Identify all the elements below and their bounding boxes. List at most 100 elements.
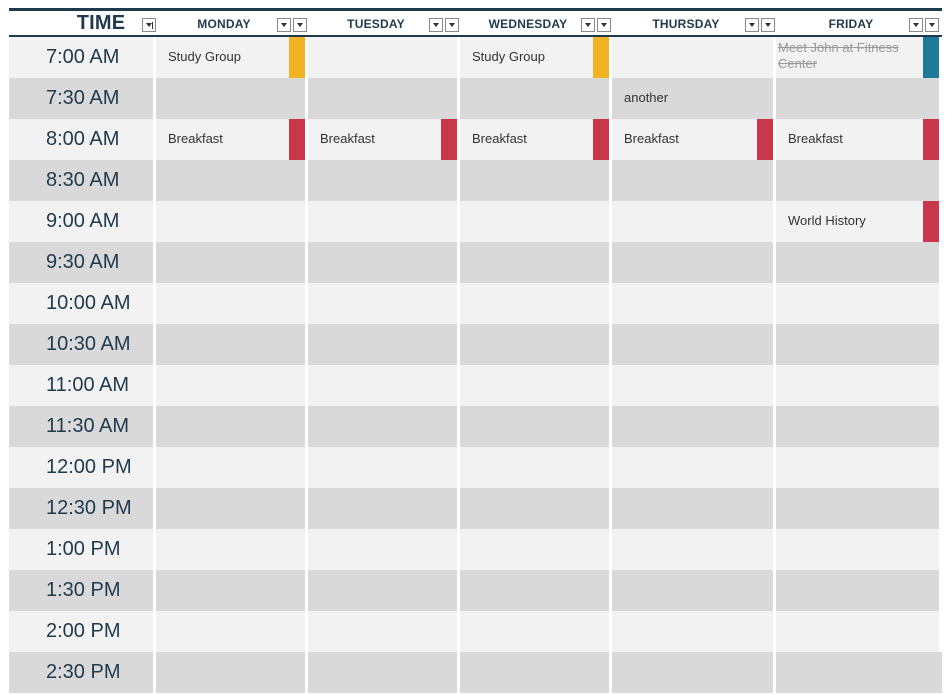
- schedule-cell[interactable]: [776, 611, 942, 652]
- schedule-cell[interactable]: [776, 283, 942, 324]
- schedule-cell[interactable]: [612, 488, 776, 529]
- time-cell: 9:00 AM: [9, 201, 156, 242]
- schedule-cell[interactable]: [156, 406, 308, 447]
- schedule-cell[interactable]: [308, 447, 460, 488]
- schedule-cell[interactable]: [308, 529, 460, 570]
- time-cell: 7:30 AM: [9, 78, 156, 119]
- category-color-marker: [593, 119, 609, 160]
- schedule-cell-thu-700[interactable]: [612, 37, 776, 78]
- schedule-cell[interactable]: [612, 365, 776, 406]
- schedule-cell-mon-830[interactable]: [156, 160, 308, 201]
- schedule-cell-fri-830[interactable]: [776, 160, 942, 201]
- schedule-cell[interactable]: [308, 283, 460, 324]
- schedule-cell[interactable]: [460, 283, 612, 324]
- schedule-cell[interactable]: [776, 570, 942, 611]
- schedule-cell[interactable]: [156, 570, 308, 611]
- schedule-cell-mon-700[interactable]: Study Group: [156, 37, 308, 78]
- schedule-cell[interactable]: [612, 611, 776, 652]
- schedule-cell[interactable]: [460, 652, 612, 693]
- filter-dropdown-icon[interactable]: [925, 18, 939, 32]
- schedule-cell[interactable]: [460, 447, 612, 488]
- schedule-cell-fri-700[interactable]: Meet John at Fitness Center: [776, 37, 942, 78]
- schedule-cell[interactable]: [156, 283, 308, 324]
- filter-dropdown-icon[interactable]: [745, 18, 759, 32]
- schedule-cell[interactable]: [776, 324, 942, 365]
- schedule-cell[interactable]: [308, 324, 460, 365]
- schedule-cell[interactable]: [612, 324, 776, 365]
- time-cell: 9:30 AM: [9, 242, 156, 283]
- schedule-cell[interactable]: [156, 488, 308, 529]
- schedule-cell-fri-900[interactable]: World History: [776, 201, 942, 242]
- schedule-cell[interactable]: [776, 529, 942, 570]
- schedule-cell-tue-800[interactable]: Breakfast: [308, 119, 460, 160]
- schedule-cell[interactable]: [612, 652, 776, 693]
- schedule-cell-mon-900[interactable]: [156, 201, 308, 242]
- filter-dropdown-icon[interactable]: [761, 18, 775, 32]
- schedule-cell-tue-900[interactable]: [308, 201, 460, 242]
- schedule-cell[interactable]: [308, 365, 460, 406]
- schedule-cell[interactable]: [776, 242, 942, 283]
- schedule-cell[interactable]: [308, 652, 460, 693]
- schedule-cell[interactable]: [612, 406, 776, 447]
- schedule-cell[interactable]: [460, 611, 612, 652]
- filter-dropdown-icon[interactable]: [277, 18, 291, 32]
- schedule-cell[interactable]: [308, 488, 460, 529]
- event-label: Breakfast: [788, 131, 843, 146]
- event-label: another: [624, 90, 669, 105]
- filter-dropdown-icon[interactable]: [429, 18, 443, 32]
- filter-dropdown-icon[interactable]: [445, 18, 459, 32]
- schedule-cell-thu-730[interactable]: another: [612, 78, 776, 119]
- schedule-cell-wed-800[interactable]: Breakfast: [460, 119, 612, 160]
- schedule-cell-wed-730[interactable]: [460, 78, 612, 119]
- filter-dropdown-icon[interactable]: [293, 18, 307, 32]
- schedule-cell[interactable]: [460, 570, 612, 611]
- category-color-marker: [923, 119, 939, 160]
- schedule-cell[interactable]: [308, 242, 460, 283]
- schedule-cell[interactable]: [156, 529, 308, 570]
- filter-dropdown-icon[interactable]: [597, 18, 611, 32]
- schedule-cell-thu-800[interactable]: Breakfast: [612, 119, 776, 160]
- schedule-cell-mon-730[interactable]: [156, 78, 308, 119]
- schedule-cell-thu-900[interactable]: [612, 201, 776, 242]
- schedule-cell[interactable]: [308, 406, 460, 447]
- schedule-cell[interactable]: [460, 324, 612, 365]
- schedule-cell[interactable]: [156, 447, 308, 488]
- category-color-marker: [441, 119, 457, 160]
- schedule-cell[interactable]: [612, 242, 776, 283]
- schedule-cell[interactable]: [776, 365, 942, 406]
- filter-dropdown-icon[interactable]: [581, 18, 595, 32]
- schedule-cell-tue-700[interactable]: [308, 37, 460, 78]
- schedule-cell-tue-730[interactable]: [308, 78, 460, 119]
- schedule-cell[interactable]: [776, 406, 942, 447]
- schedule-cell[interactable]: [156, 324, 308, 365]
- schedule-cell[interactable]: [612, 570, 776, 611]
- schedule-cell-mon-800[interactable]: Breakfast: [156, 119, 308, 160]
- schedule-cell[interactable]: [156, 242, 308, 283]
- schedule-cell[interactable]: [776, 488, 942, 529]
- schedule-cell[interactable]: [156, 611, 308, 652]
- thursday-header: THURSDAY: [612, 11, 776, 36]
- schedule-cell-wed-900[interactable]: [460, 201, 612, 242]
- schedule-cell[interactable]: [776, 447, 942, 488]
- schedule-cell[interactable]: [460, 365, 612, 406]
- schedule-cell[interactable]: [612, 447, 776, 488]
- schedule-cell[interactable]: [308, 611, 460, 652]
- schedule-cell[interactable]: [156, 652, 308, 693]
- filter-dropdown-icon[interactable]: [909, 18, 923, 32]
- schedule-cell-wed-830[interactable]: [460, 160, 612, 201]
- schedule-cell[interactable]: [308, 570, 460, 611]
- schedule-cell[interactable]: [776, 652, 942, 693]
- schedule-cell-tue-830[interactable]: [308, 160, 460, 201]
- schedule-cell-fri-730[interactable]: [776, 78, 942, 119]
- schedule-cell-wed-700[interactable]: Study Group: [460, 37, 612, 78]
- schedule-cell[interactable]: [460, 242, 612, 283]
- sort-filter-icon[interactable]: [142, 18, 156, 32]
- schedule-cell[interactable]: [460, 529, 612, 570]
- schedule-cell-fri-800[interactable]: Breakfast: [776, 119, 942, 160]
- schedule-cell[interactable]: [612, 529, 776, 570]
- schedule-cell[interactable]: [156, 365, 308, 406]
- schedule-cell[interactable]: [460, 406, 612, 447]
- schedule-cell[interactable]: [612, 283, 776, 324]
- schedule-cell-thu-830[interactable]: [612, 160, 776, 201]
- schedule-cell[interactable]: [460, 488, 612, 529]
